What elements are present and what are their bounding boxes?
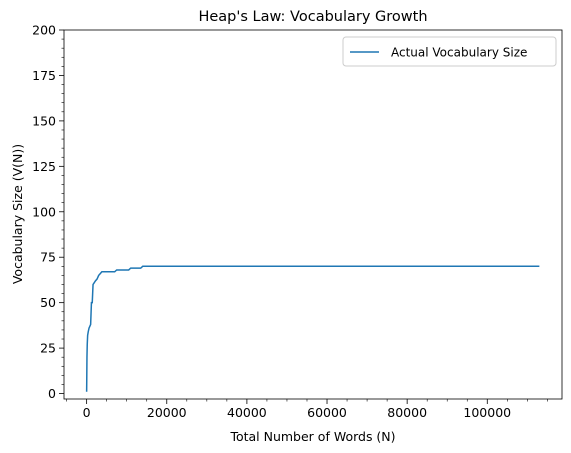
x-tick-label: 60000 (307, 405, 347, 420)
y-tick-label: 125 (32, 159, 56, 174)
y-tick-label: 175 (32, 68, 56, 83)
chart-title: Heap's Law: Vocabulary Growth (198, 9, 427, 25)
axes-frame (63, 29, 563, 400)
y-tick-label: 75 (40, 250, 56, 265)
y-tick-label: 0 (48, 386, 56, 401)
x-axis-label: Total Number of Words (N) (229, 429, 395, 444)
y-axis-label: Vocabulary Size (V(N)) (10, 144, 25, 284)
y-tick-label: 150 (32, 113, 56, 128)
y-tick-label: 100 (32, 204, 56, 219)
series-line-0 (85, 265, 540, 392)
plot-area (63, 29, 563, 400)
x-tick-label: 40000 (227, 405, 267, 420)
legend: Actual Vocabulary Size (342, 36, 557, 67)
y-tick-label: 200 (32, 23, 56, 38)
x-tick-label: 20000 (147, 405, 187, 420)
legend-label: Actual Vocabulary Size (391, 46, 527, 60)
legend-box (342, 36, 557, 67)
y-tick-label: 25 (40, 341, 56, 356)
x-tick-label: 100000 (463, 405, 511, 420)
x-tick-label: 80000 (387, 405, 427, 420)
x-axis: 0 20000 40000 60000 80000 100000 (66, 399, 548, 420)
y-axis: 0 25 50 75 100 125 150 175 200 (32, 23, 64, 401)
y-tick-label: 50 (40, 295, 56, 310)
x-tick-label: 0 (83, 405, 91, 420)
